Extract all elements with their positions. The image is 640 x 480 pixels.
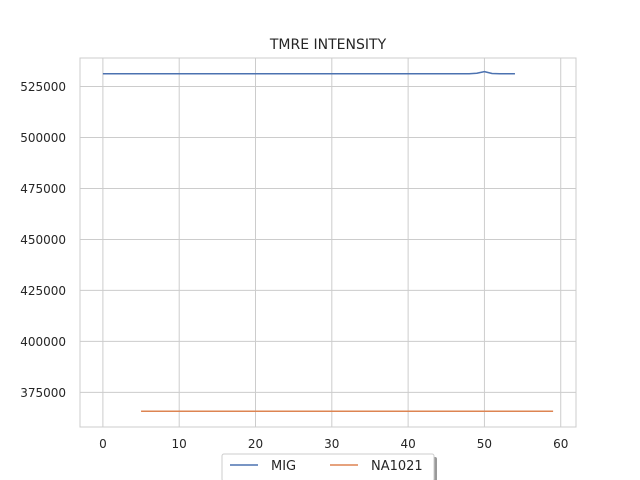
x-tick-label: 10 [172,437,187,451]
x-tick-label: 30 [324,437,339,451]
legend-box [221,453,435,480]
y-tick-labels: 375000 400000 425000 450000 475000 500000 5250… [20,80,66,400]
x-tick-label: 60 [553,437,568,451]
y-tick-label: 400000 [20,335,66,349]
x-tick-label: 40 [400,437,415,451]
legend: MIG NA1021 [221,453,437,480]
x-tick-label: 50 [477,437,492,451]
y-tick-label: 450000 [20,233,66,247]
plot-frame [79,57,577,428]
chart-title: TMRE INTENSITY [269,37,387,53]
legend-label-na1021: NA1021 [371,459,423,474]
x-tick-label: 0 [99,437,107,451]
plot-background [80,58,576,427]
y-tick-label: 475000 [20,182,66,196]
x-tick-label: 20 [248,437,263,451]
y-tick-label: 375000 [20,386,66,400]
y-tick-label: 525000 [20,80,66,94]
x-tick-labels: 0 10 20 30 40 50 60 [99,437,568,451]
y-tick-label: 500000 [20,131,66,145]
grid-lines [80,58,576,427]
legend-label-mig: MIG [271,459,296,474]
series-line-mig [102,70,515,75]
y-tick-label: 425000 [20,284,66,298]
series-lines [102,70,554,413]
